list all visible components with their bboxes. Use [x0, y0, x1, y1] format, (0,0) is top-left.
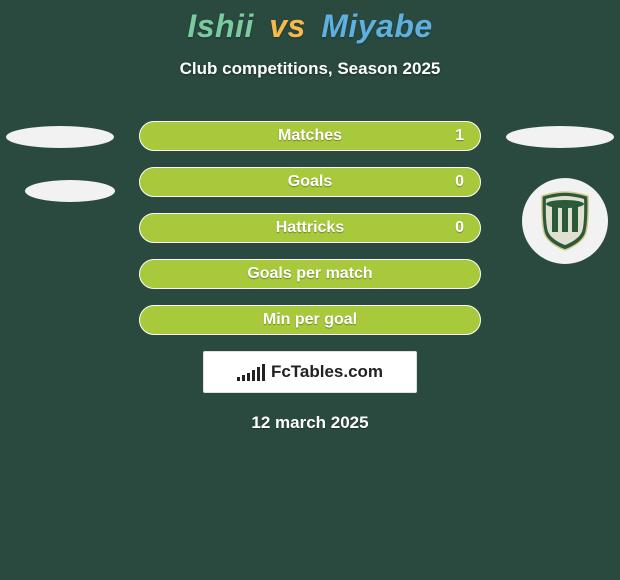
stat-label: Matches	[140, 122, 480, 150]
stat-label: Min per goal	[140, 306, 480, 334]
player2-name: Miyabe	[321, 8, 432, 44]
subtitle: Club competitions, Season 2025	[0, 59, 620, 79]
brand-text: FcTables.com	[271, 362, 383, 382]
player2-club-badge	[522, 178, 608, 264]
date-label: 12 march 2025	[0, 413, 620, 433]
brand-box: FcTables.com	[203, 351, 417, 393]
player1-name: Ishii	[187, 8, 254, 44]
comparison-title: Ishii vs Miyabe	[0, 0, 620, 45]
player2-placeholder-oval	[506, 126, 614, 148]
player1-placeholder-oval-2	[25, 180, 115, 202]
vs-label: vs	[269, 8, 306, 44]
shield-icon	[536, 190, 594, 252]
stat-label: Goals per match	[140, 260, 480, 288]
stat-right-value: 1	[455, 122, 464, 150]
stat-row-goals-per-match: Goals per match	[139, 259, 481, 289]
stat-row-hattricks: Hattricks 0	[139, 213, 481, 243]
stat-row-min-per-goal: Min per goal	[139, 305, 481, 335]
stat-label: Hattricks	[140, 214, 480, 242]
stat-row-matches: Matches 1	[139, 121, 481, 151]
stats-table: Matches 1 Goals 0 Hattricks 0 Goals per …	[139, 121, 481, 335]
infographic-container: Ishii vs Miyabe Club competitions, Seaso…	[0, 0, 620, 580]
brand-bars-icon	[237, 363, 265, 381]
stat-label: Goals	[140, 168, 480, 196]
stat-right-value: 0	[455, 168, 464, 196]
stat-row-goals: Goals 0	[139, 167, 481, 197]
stat-right-value: 0	[455, 214, 464, 242]
player1-placeholder-oval-1	[6, 126, 114, 148]
